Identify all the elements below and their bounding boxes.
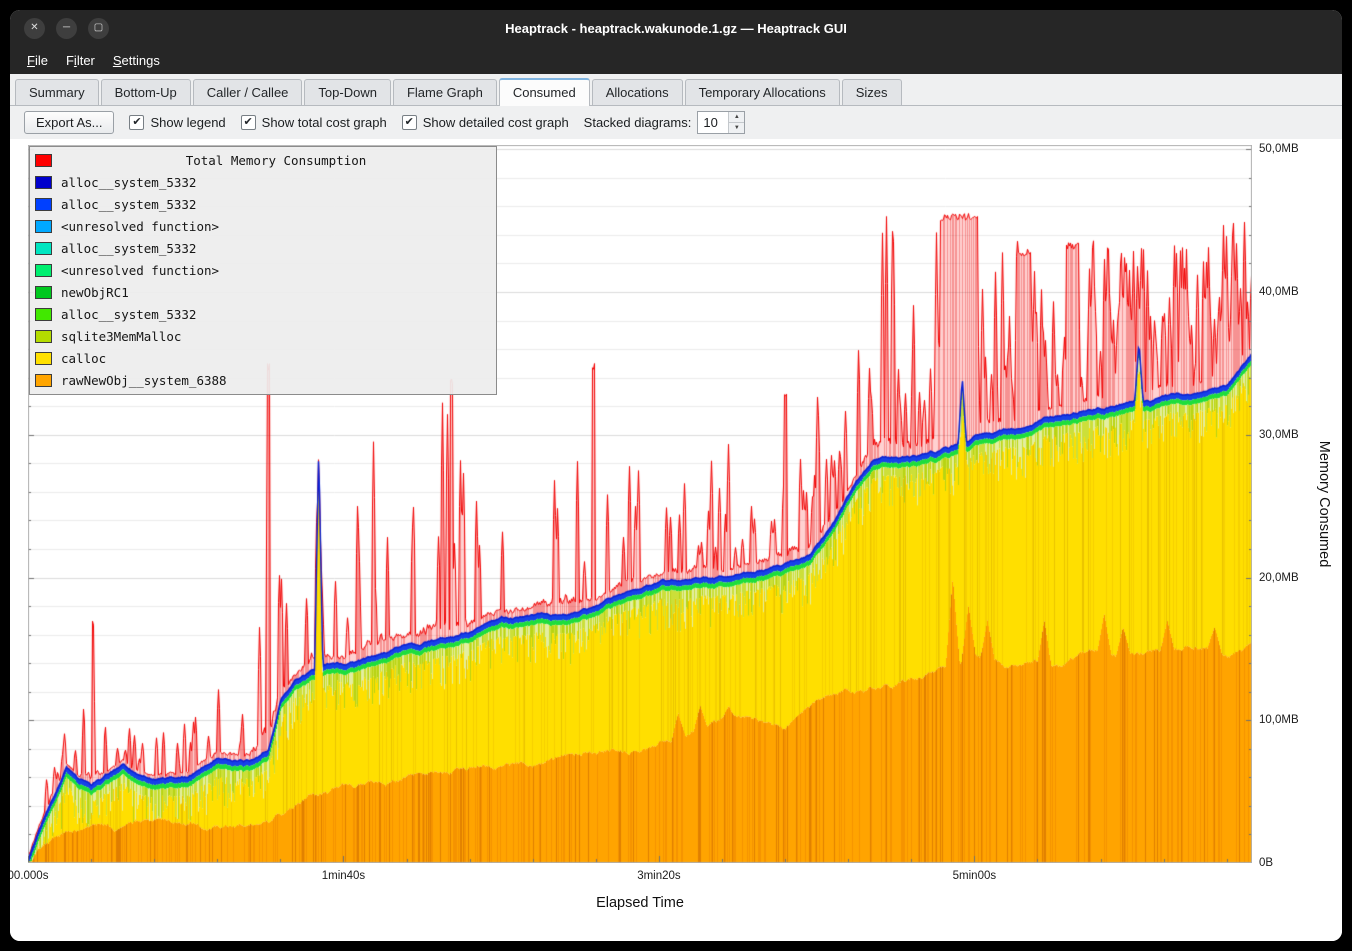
maximize-icon: ▢	[93, 22, 104, 33]
legend-items: alloc__system_5332 alloc__system_5332 <unr…	[35, 171, 491, 391]
legend-title-swatch	[35, 153, 52, 167]
legend-item: alloc__system_5332	[35, 237, 491, 259]
checkbox-label: Show legend	[150, 115, 226, 130]
checkbox-show-legend[interactable]: ✔ Show legend	[129, 115, 226, 130]
y-axis-tick: 20,0MB	[1259, 571, 1299, 584]
legend-swatch	[35, 263, 52, 277]
tab-bottom-up[interactable]: Bottom-Up	[100, 79, 191, 105]
menu-filter[interactable]: Filter	[65, 52, 95, 68]
legend-title: Total Memory Consumption	[185, 152, 367, 168]
stacked-diagrams-label: Stacked diagrams:	[583, 115, 692, 130]
tab-sizes[interactable]: Sizes	[841, 79, 902, 105]
x-axis-label: Elapsed Time	[596, 895, 684, 911]
stacked-diagrams-group: Stacked diagrams: 10 ▲ ▼	[584, 111, 746, 134]
checkbox-show-total-cost-graph[interactable]: ✔ Show total cost graph	[240, 115, 387, 130]
tab-consumed[interactable]: Consumed	[498, 78, 590, 106]
toolbar-checkboxes: ✔ Show legend ✔ Show total cost graph ✔ Show …	[129, 115, 569, 130]
y-axis-tick: 0B	[1259, 857, 1274, 869]
legend-swatch	[35, 175, 52, 189]
tab-top-down[interactable]: Top-Down	[304, 79, 391, 105]
x-axis-tick: 00.000s	[10, 870, 49, 882]
export-as-button[interactable]: Export As...	[24, 111, 115, 134]
minimize-icon: ─	[62, 22, 71, 33]
checkbox-show-detailed-cost-graph[interactable]: ✔ Show detailed cost graph	[401, 115, 569, 130]
window: ✕ ─ ▢ Heaptrack - heaptrack.wakunode.1.gz …	[10, 10, 1342, 941]
x-axis-tick: 5min00s	[952, 870, 997, 882]
legend-item-label: alloc__system_5332	[61, 306, 197, 322]
menu-settings[interactable]: Settings	[112, 52, 160, 68]
legend-item: newObjRC1	[35, 281, 491, 303]
checkbox-box[interactable]: ✔	[401, 115, 417, 130]
legend-item-label: rawNewObj__system_6388	[61, 372, 227, 388]
x-axis-tick: 3min20s	[637, 870, 681, 882]
legend-swatch	[35, 197, 52, 211]
legend-item: alloc__system_5332	[35, 171, 491, 193]
legend-item: alloc__system_5332	[35, 193, 491, 215]
legend-swatch	[35, 307, 52, 321]
legend-item-label: <unresolved function>	[61, 262, 220, 278]
y-axis-tick: 30,0MB	[1259, 428, 1299, 441]
menubar: File Filter Settings	[10, 46, 1342, 74]
y-axis-tick: 50,0MB	[1259, 143, 1299, 156]
legend-swatch	[35, 329, 52, 343]
legend-item-label: alloc__system_5332	[61, 240, 197, 256]
legend-title-row: Total Memory Consumption	[35, 149, 491, 171]
legend-swatch	[35, 219, 52, 233]
check-icon: ✔	[243, 116, 253, 128]
legend: Total Memory Consumption alloc__system_5…	[29, 146, 497, 395]
tab-flame-graph[interactable]: Flame Graph	[392, 79, 497, 105]
tab-temporary-allocations[interactable]: Temporary Allocations	[684, 79, 840, 105]
legend-swatch	[35, 285, 52, 299]
check-icon: ✔	[132, 116, 142, 128]
spin-up-button[interactable]: ▲	[729, 112, 745, 123]
close-icon: ✕	[30, 22, 39, 33]
spinbox-buttons: ▲ ▼	[728, 112, 745, 133]
checkbox-label: Show total cost graph	[261, 115, 387, 130]
legend-swatch	[35, 373, 52, 387]
titlebar-controls: ✕ ─ ▢	[10, 17, 109, 39]
titlebar[interactable]: ✕ ─ ▢ Heaptrack - heaptrack.wakunode.1.gz …	[10, 10, 1342, 46]
y-axis-label: Memory Consumed	[1316, 440, 1332, 568]
legend-item: rawNewObj__system_6388	[35, 369, 491, 391]
legend-item-label: <unresolved function>	[61, 218, 220, 234]
tab-bar: Summary Bottom-Up Caller / Callee Top-Down F…	[10, 74, 1342, 106]
spinbox-value[interactable]: 10	[703, 115, 718, 130]
legend-item: calloc	[35, 347, 491, 369]
legend-item: <unresolved function>	[35, 215, 491, 237]
close-button[interactable]: ✕	[24, 17, 45, 39]
check-icon: ✔	[404, 116, 414, 128]
legend-item: <unresolved function>	[35, 259, 491, 281]
maximize-button[interactable]: ▢	[88, 17, 109, 39]
legend-swatch	[35, 351, 52, 365]
tab-summary[interactable]: Summary	[15, 79, 99, 105]
legend-item-label: alloc__system_5332	[61, 174, 197, 190]
legend-item: sqlite3MemMalloc	[35, 325, 491, 347]
y-axis-tick: 10,0MB	[1259, 714, 1299, 727]
stacked-diagrams-spinbox[interactable]: 10 ▲ ▼	[697, 111, 746, 134]
legend-item-label: newObjRC1	[61, 284, 129, 300]
checkbox-label: Show detailed cost graph	[422, 115, 569, 130]
window-title: Heaptrack - heaptrack.wakunode.1.gz — He…	[505, 20, 847, 36]
legend-item-label: calloc	[61, 350, 107, 366]
checkbox-box[interactable]: ✔	[129, 115, 145, 130]
tab-allocations[interactable]: Allocations	[591, 79, 683, 105]
chart-area: Total Memory Consumption alloc__system_5…	[10, 139, 1342, 941]
tab-caller-callee[interactable]: Caller / Callee	[192, 79, 303, 105]
menu-file[interactable]: File	[27, 52, 48, 68]
x-axis-tick: 1min40s	[321, 870, 366, 882]
legend-item: alloc__system_5332	[35, 303, 491, 325]
y-axis-tick: 40,0MB	[1259, 286, 1299, 299]
toolbar: Export As... ✔ Show legend ✔ Show total cos…	[10, 106, 1342, 139]
minimize-button[interactable]: ─	[56, 17, 77, 39]
spin-down-button[interactable]: ▼	[729, 123, 745, 133]
legend-item-label: alloc__system_5332	[61, 196, 197, 212]
legend-swatch	[35, 241, 52, 255]
checkbox-box[interactable]: ✔	[240, 115, 256, 130]
legend-item-label: sqlite3MemMalloc	[61, 328, 182, 344]
